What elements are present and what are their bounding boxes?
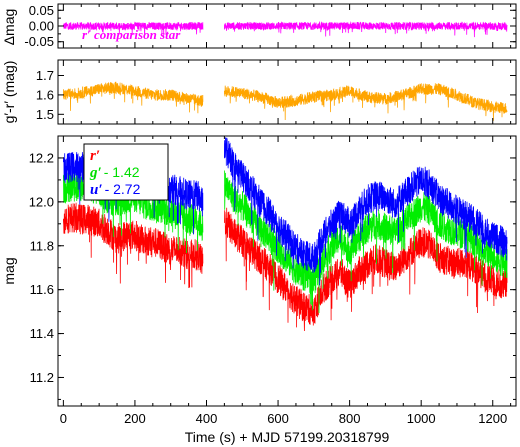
color-index-ylabel: g′-r′ (mag) — [1, 61, 17, 124]
legend-entry-u: u′ - 2.72 — [90, 181, 141, 198]
color-index-x-ticks — [62, 60, 512, 124]
color-index-y-ticks: 1.7 1.6 1.5 — [36, 68, 516, 122]
magnitude-x-ticks: 0 200 400 600 800 1000 1200 — [60, 136, 512, 426]
x-tick-label: 800 — [339, 411, 361, 426]
legend-offset-g: - 1.42 — [104, 164, 140, 180]
magnitude-panel: 11.2 11.4 11.6 11.8 12.0 12.2 0 200 400 600 800 10… — [1, 135, 517, 445]
y-tick-label: 11.4 — [30, 326, 54, 341]
legend-name-g: g′ — [89, 165, 102, 181]
delta-mag-series — [63, 20, 508, 38]
magnitude-y-ticks: 11.2 11.4 11.6 11.8 12.0 12.2 — [29, 135, 516, 400]
color-index-series — [63, 81, 508, 121]
series-line-p0-seg0 — [63, 21, 204, 37]
series-line-r-seg0 — [63, 202, 204, 289]
legend-name-u: u′ — [90, 182, 103, 198]
magnitude-panel-frame — [57, 135, 517, 407]
series-line-p1-seg1 — [224, 83, 508, 121]
color-index-panel: 1.7 1.6 1.5 g′-r′ (mag) — [1, 59, 517, 125]
x-tick-label: 1200 — [478, 411, 507, 426]
magnitude-ylabel: mag — [1, 257, 17, 284]
legend-entry-g: g′ - 1.42 — [89, 164, 140, 181]
y-tick-label: 0.05 — [29, 3, 54, 18]
x-tick-label: 200 — [124, 411, 146, 426]
delta-mag-panel: -0.050.000.05 Δmag r′ comparison star — [1, 3, 517, 49]
comparison-star-annotation: r′ comparison star — [82, 27, 181, 42]
legend-entry-r: r′ — [90, 148, 100, 164]
y-tick-label: 11.2 — [30, 370, 54, 385]
y-tick-label: 1.5 — [36, 107, 54, 122]
x-tick-label: 400 — [196, 411, 218, 426]
y-tick-label: 1.7 — [36, 68, 54, 83]
series-line-g-seg1 — [224, 170, 508, 314]
series-line-u-seg1 — [224, 137, 508, 286]
delta-mag-x-ticks — [62, 4, 512, 48]
x-tick-label: 600 — [267, 411, 289, 426]
legend: r′ g′ - 1.42 u′ - 2.72 — [83, 143, 169, 201]
delta-mag-y-ticks: -0.050.000.05 — [24, 3, 516, 49]
x-tick-label: 0 — [60, 411, 67, 426]
legend-offset-u: - 2.72 — [105, 181, 141, 197]
y-tick-label: 11.8 — [30, 238, 54, 253]
y-tick-label: -0.05 — [24, 34, 54, 49]
y-tick-label: 11.6 — [30, 282, 54, 297]
y-tick-label: 12.2 — [29, 150, 54, 165]
legend-box — [83, 143, 169, 201]
y-tick-label: 0.00 — [29, 19, 54, 34]
time-xlabel: Time (s) + MJD 57199.20318799 — [185, 429, 390, 445]
color-index-panel-frame — [57, 59, 517, 125]
series-line-r-seg1 — [224, 207, 508, 332]
x-tick-label: 1000 — [407, 411, 436, 426]
series-line-p1-seg0 — [63, 81, 204, 114]
y-tick-label: 1.6 — [36, 87, 54, 102]
legend-name-r: r′ — [90, 148, 100, 164]
delta-mag-ylabel: Δmag — [1, 9, 17, 46]
series-line-p0-seg1 — [224, 20, 508, 38]
y-tick-label: 12.0 — [29, 194, 54, 209]
